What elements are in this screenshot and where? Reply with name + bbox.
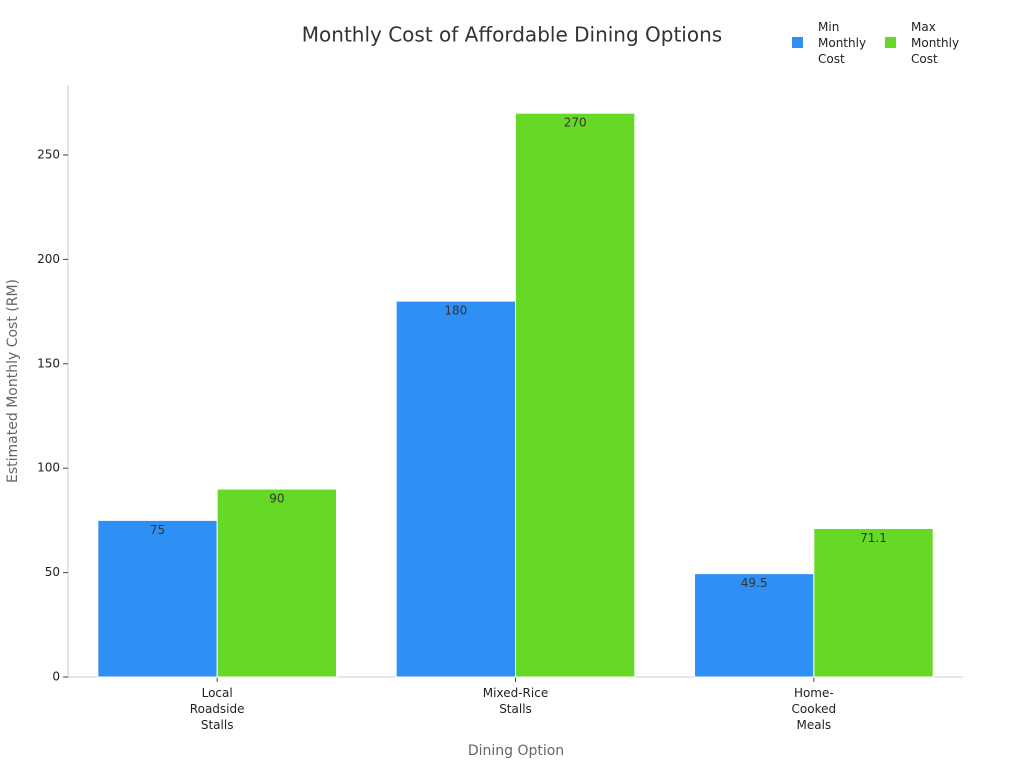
y-tick-label: 100	[37, 461, 60, 475]
value-label: 180	[444, 304, 467, 318]
legend-label: Max Monthly Cost	[911, 20, 960, 66]
bar	[813, 528, 934, 678]
x-tick-label: Home-Cooked Meals	[791, 686, 837, 732]
value-label: 49.5	[741, 576, 768, 590]
y-axis-label: Estimated Monthly Cost (RM)	[5, 279, 21, 483]
y-tick-label: 50	[45, 565, 60, 579]
value-label: 270	[564, 116, 587, 130]
legend-swatch	[792, 37, 803, 48]
bar	[694, 573, 815, 678]
legend-label: Min Monthly Cost	[818, 20, 867, 66]
y-tick-label: 250	[37, 147, 60, 161]
bar	[395, 300, 516, 678]
value-label: 75	[150, 523, 165, 537]
x-tick-label: Mixed-Rice Stalls	[482, 686, 549, 716]
legend-swatch	[885, 37, 896, 48]
y-tick-label: 200	[37, 252, 60, 266]
chart-title: Monthly Cost of Affordable Dining Option…	[302, 23, 722, 47]
value-label: 71.1	[860, 531, 887, 545]
y-tick-label: 150	[37, 356, 60, 370]
x-axis-label: Dining Option	[468, 743, 564, 759]
bar	[515, 112, 636, 678]
value-label: 90	[269, 492, 284, 506]
x-tick-label: Local Roadside Stalls	[189, 686, 245, 732]
bar	[97, 519, 218, 678]
y-tick-label: 0	[52, 670, 60, 684]
bar	[216, 488, 338, 678]
